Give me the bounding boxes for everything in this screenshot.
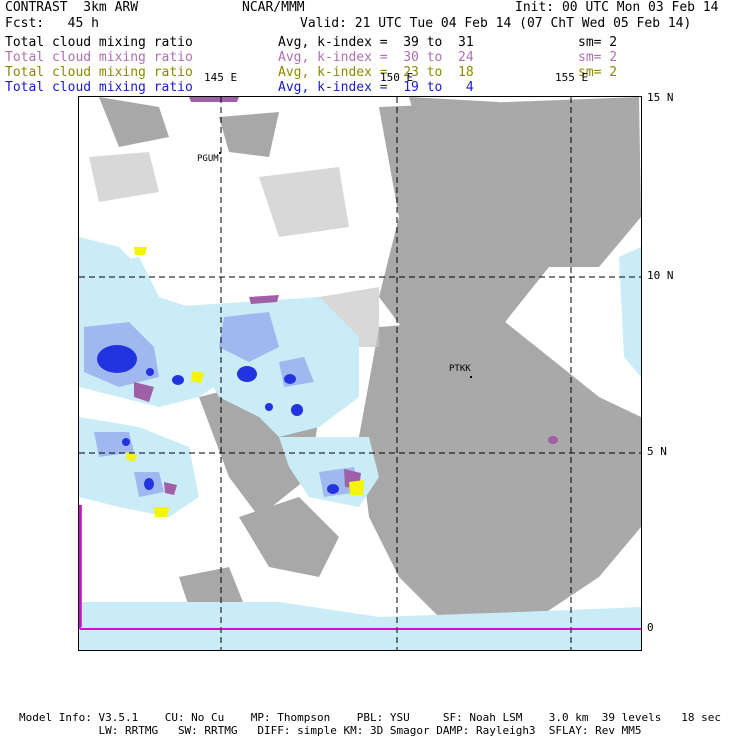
yellow-pockets bbox=[126, 247, 364, 517]
lat-label-0: 0 bbox=[647, 621, 654, 634]
lat-label-15n: 15 N bbox=[647, 91, 674, 104]
legend-field-1: Total cloud mixing ratio bbox=[5, 35, 193, 50]
map-graphics bbox=[79, 97, 641, 650]
valid-time: Valid: 21 UTC Tue 04 Feb 14 (07 ChT Wed … bbox=[300, 16, 692, 31]
forecast-hour: Fcst: 45 h bbox=[5, 16, 99, 31]
legend-avg-1: Avg, k-index = 39 to 31 bbox=[278, 35, 474, 50]
legend-field-4: Total cloud mixing ratio bbox=[5, 80, 193, 95]
station-label-pgum: PGUM bbox=[197, 154, 219, 164]
lat-label-5n: 5 N bbox=[647, 445, 667, 458]
init-time: Init: 00 UTC Mon 03 Feb 14 bbox=[515, 0, 719, 15]
legend-avg-2: Avg, k-index = 30 to 24 bbox=[278, 50, 474, 65]
legend-avg-4: Avg, k-index = 19 to 4 bbox=[278, 80, 474, 95]
station-markers bbox=[219, 152, 472, 378]
legend-sm-2: sm= 2 bbox=[578, 50, 618, 65]
legend-field-3: Total cloud mixing ratio bbox=[5, 65, 193, 80]
legend-avg-3: Avg, k-index = 23 to 18 bbox=[278, 65, 474, 80]
model-info-line-2: LW: RRTMG SW: RRTMG DIFF: simple KM: 3D … bbox=[98, 724, 642, 737]
lon-label-145e: 145 E bbox=[204, 71, 238, 84]
model-info-line-1: Model Info: V3.5.1 CU: No Cu MP: Thompso… bbox=[19, 711, 721, 724]
legend-sm-1: sm= 2 bbox=[578, 35, 618, 50]
map-panel: PGUM PTKK bbox=[78, 96, 642, 651]
deep-blue-cores bbox=[97, 345, 339, 494]
model-title: CONTRAST 3km ARW bbox=[5, 0, 139, 15]
domain-boundary bbox=[79, 505, 641, 630]
lat-lon-grid bbox=[79, 97, 641, 650]
legend-field-2: Total cloud mixing ratio bbox=[5, 50, 193, 65]
legend-sm-3: sm= 2 bbox=[578, 65, 618, 80]
light-gray-streaks bbox=[89, 152, 379, 347]
institution-label: NCAR/MMM bbox=[242, 0, 305, 15]
lon-label-155e: 155 E bbox=[555, 71, 589, 84]
lat-label-10n: 10 N bbox=[647, 269, 674, 282]
lon-label-150e: 150 E bbox=[380, 71, 414, 84]
station-label-ptkk: PTKK bbox=[449, 364, 471, 374]
